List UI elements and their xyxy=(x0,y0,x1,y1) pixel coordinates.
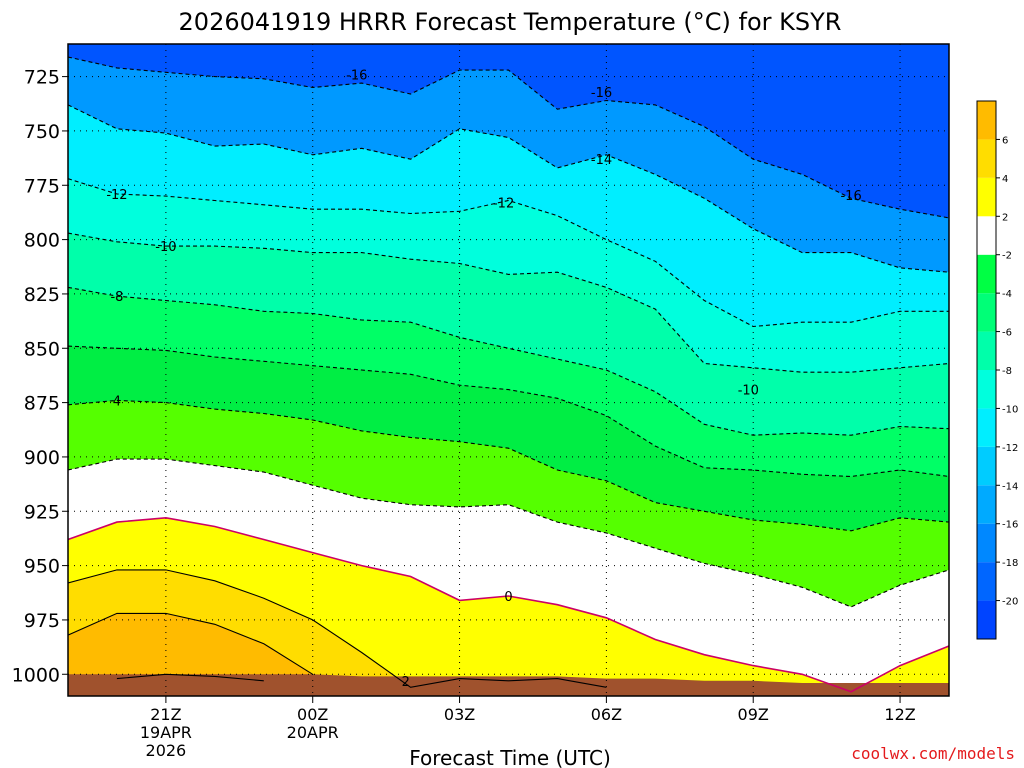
contour-line--14 xyxy=(68,104,949,273)
colorbar-label: -10 xyxy=(1002,404,1018,415)
contour-label: -16 xyxy=(840,189,861,204)
contour-line--2 xyxy=(68,458,949,608)
colorbar-swatch xyxy=(977,139,996,178)
colorbar-swatch xyxy=(977,485,996,524)
x-tick-label: 09Z xyxy=(738,705,769,724)
contour-label: -10 xyxy=(738,384,759,399)
y-tick-label: 850 xyxy=(24,338,60,360)
y-tick-label: 725 xyxy=(24,67,60,89)
contour-line-2 xyxy=(68,569,607,688)
y-tick-label: 900 xyxy=(24,447,60,469)
y-tick-label: 975 xyxy=(24,610,60,632)
plot-frame xyxy=(67,43,950,697)
colorbar-swatch xyxy=(977,177,996,217)
colorbar-swatch xyxy=(977,408,996,447)
x-tick-label: 21Z xyxy=(150,705,181,724)
colorbar-label: -12 xyxy=(1002,443,1018,454)
contour-label: -16 xyxy=(591,86,612,101)
y-tick-label: 775 xyxy=(24,175,60,197)
y-axis: 725 750 775 800 825 850 875 900 925 950 975 1000 xyxy=(12,67,68,686)
contour-label: -16 xyxy=(346,68,367,83)
colorbar-label: -16 xyxy=(1002,520,1018,531)
contour-label: -8 xyxy=(110,290,123,305)
colorbar-swatch xyxy=(977,523,996,563)
contour-line--16 xyxy=(68,56,949,219)
contour-label: 0 xyxy=(504,590,512,605)
x-tick-label: 12Z xyxy=(884,705,915,724)
chart-title: 2026041919 HRRR Forecast Temperature (°C… xyxy=(179,8,842,36)
credit-link[interactable]: coolwx.com/models xyxy=(851,744,1015,763)
colorbar-swatch xyxy=(977,216,996,255)
contour-label: -10 xyxy=(155,240,176,255)
contour-line-6 xyxy=(116,673,264,682)
y-tick-label: 800 xyxy=(24,230,60,252)
colorbar-label: -18 xyxy=(1002,558,1018,569)
contour-line-0 xyxy=(68,516,949,693)
y-tick-label: 925 xyxy=(24,501,60,523)
contour-line--10 xyxy=(68,232,949,373)
contour-line--8 xyxy=(68,286,949,436)
x-tick-label: 00Z xyxy=(297,705,328,724)
grid xyxy=(68,44,949,696)
colorbar-swatch xyxy=(977,331,996,370)
contour-line--12 xyxy=(68,178,949,328)
contour-label: 2 xyxy=(402,675,410,690)
colorbar-swatch xyxy=(977,293,996,332)
colorbar-label: -6 xyxy=(1002,328,1012,339)
colorbar-swatch xyxy=(977,101,996,140)
y-tick-label: 1000 xyxy=(12,664,60,686)
x-tick-label: 19APR xyxy=(140,723,192,742)
colorbar-label: -20 xyxy=(1002,597,1018,608)
contour-line--4 xyxy=(68,399,949,532)
ground-surface xyxy=(68,674,949,696)
colorbar-label: -2 xyxy=(1002,251,1012,262)
contour-label: -14 xyxy=(591,153,612,168)
y-tick-label: 950 xyxy=(24,556,60,578)
contour-lines xyxy=(68,56,949,693)
colorbar-swatch xyxy=(977,446,996,486)
colorbar: -20 -18 -16 -14 -12 -10 -8 -6 -4 -2 2 4 6 xyxy=(976,100,1018,640)
colorbar-label: 2 xyxy=(1002,212,1008,223)
x-tick-label: 06Z xyxy=(591,705,622,724)
x-axis-label: Forecast Time (UTC) xyxy=(409,746,611,768)
y-tick-label: 875 xyxy=(24,393,60,415)
x-tick-label: 2026 xyxy=(146,741,187,760)
colorbar-swatch xyxy=(977,370,996,409)
colorbar-swatch xyxy=(977,600,996,639)
contour-label: 4 xyxy=(113,394,121,409)
colorbar-label: 6 xyxy=(1002,135,1008,146)
x-tick-label: 03Z xyxy=(444,705,475,724)
y-tick-label: 750 xyxy=(24,121,60,143)
colorbar-swatch xyxy=(977,562,996,601)
contour-labels: -16 -16 -16 -14 -12 -12 -10 -10 -8 4 0 2 xyxy=(106,68,861,690)
colorbar-label: 4 xyxy=(1002,174,1008,185)
colorbar-swatch xyxy=(977,254,996,294)
y-tick-label: 825 xyxy=(24,284,60,306)
x-tick-label: 20APR xyxy=(287,723,339,742)
colorbar-label: -8 xyxy=(1002,366,1012,377)
contour-line-4 xyxy=(68,612,313,675)
contour-label: -12 xyxy=(106,188,127,203)
colorbar-label: -14 xyxy=(1002,481,1018,492)
colorbar-label: -4 xyxy=(1002,289,1012,300)
contour-label: -12 xyxy=(493,197,514,212)
contour-line--6 xyxy=(68,345,949,478)
